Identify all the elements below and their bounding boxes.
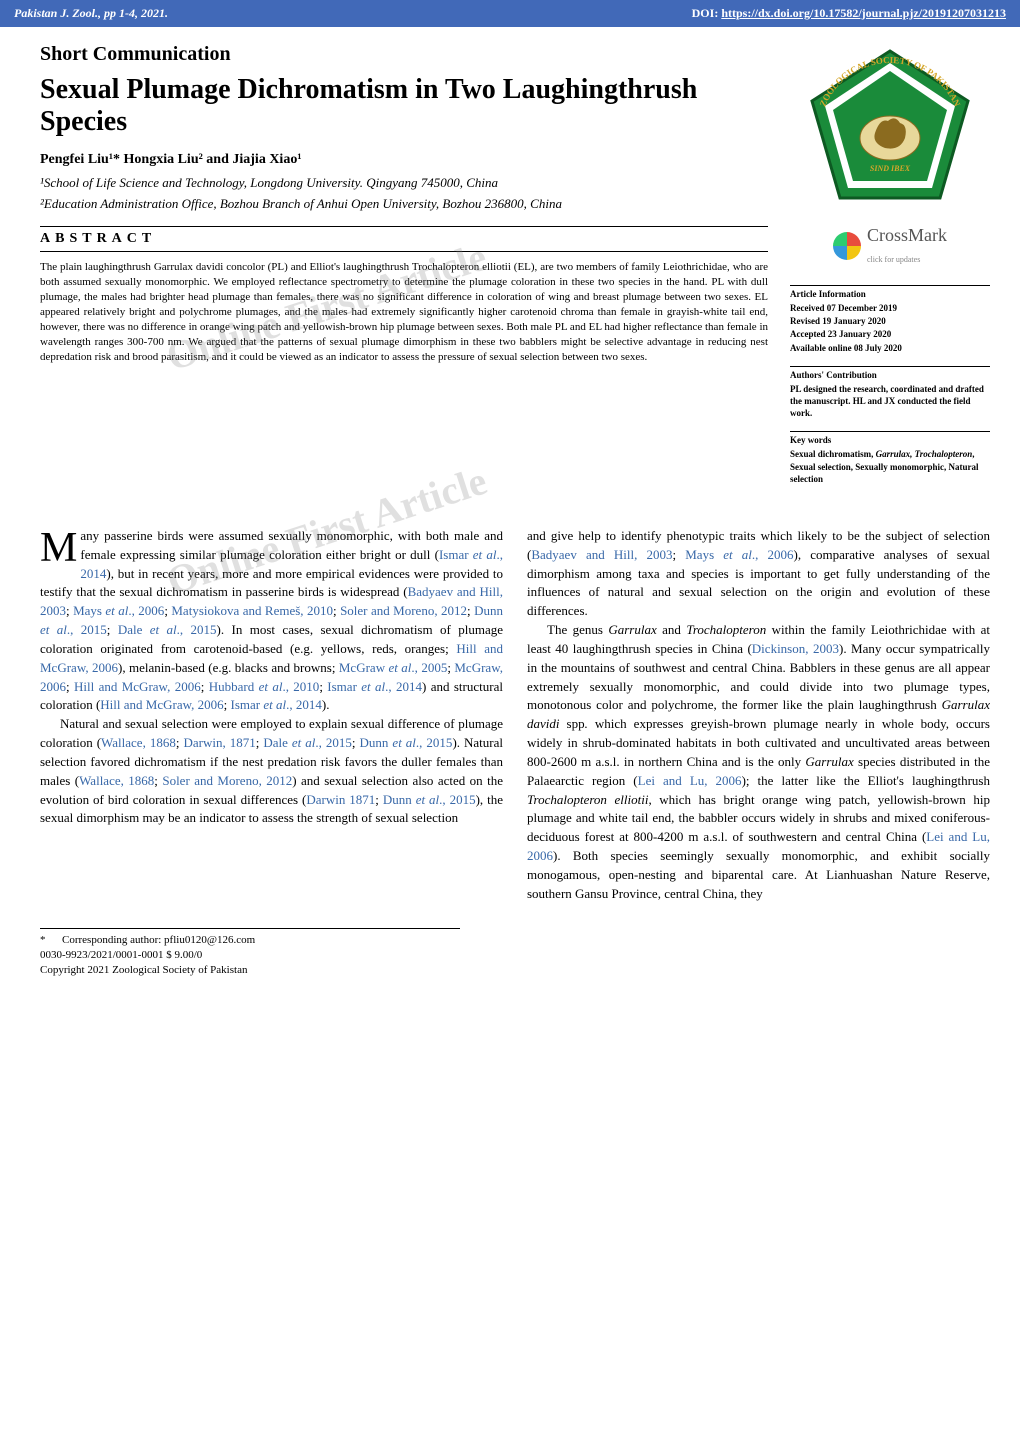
corresponding-author: * Corresponding author: pfliu0120@126.co… [40,933,460,948]
sidebar-column: ZOOLOGICAL SOCIETY OF PAKISTAN SIND IBEX… [790,43,990,497]
authors: Pengfei Liu¹* Hongxia Liu² and Jiajia Xi… [40,152,768,168]
svg-text:SIND IBEX: SIND IBEX [870,164,911,173]
article-title: Sexual Plumage Dichromatism in Two Laugh… [40,74,768,138]
copyright-line: Copyright 2021 Zoological Society of Pak… [40,963,460,978]
dropcap: M [40,527,80,565]
crossmark-sub: click for updates [867,255,920,264]
footer-block: * Corresponding author: pfliu0120@126.co… [0,924,490,991]
body-col-left: Many passerine birds were assumed sexual… [40,527,503,904]
affiliation-2: ²Education Administration Office, Bozhou… [40,195,768,213]
revised-date: Revised 19 January 2020 [790,315,990,327]
article-info-block: Article Information Received 07 December… [790,285,990,354]
article-info-heading: Article Information [790,285,990,300]
received-date: Received 07 December 2019 [790,302,990,314]
doi-label: DOI: [692,6,719,20]
keywords-text: Sexual dichromatism, Garrulax, Trochalop… [790,448,990,484]
article-meta-column: Short Communication Sexual Plumage Dichr… [40,43,768,497]
online-date: Available online 08 July 2020 [790,342,990,354]
crossmark-badge[interactable]: CrossMark click for updates [790,225,990,267]
doi-link[interactable]: https://dx.doi.org/10.17582/journal.pjz/… [721,6,1006,20]
contrib-block: Authors' Contribution PL designed the re… [790,366,990,420]
doi-wrap: DOI: https://dx.doi.org/10.17582/journal… [692,6,1006,21]
contrib-text: PL designed the research, coordinated an… [790,383,990,419]
journal-header-bar: Pakistan J. Zool., pp 1-4, 2021. DOI: ht… [0,0,1020,27]
body-columns: Many passerine birds were assumed sexual… [0,517,1020,924]
body-col-right: and give help to identify phenotypic tra… [527,527,990,904]
journal-citation: Pakistan J. Zool., pp 1-4, 2021. [14,6,168,21]
affiliation-1: ¹School of Life Science and Technology, … [40,174,768,192]
abstract-heading: ABSTRACT [40,226,768,252]
issn-line: 0030-9923/2021/0001-0001 $ 9.00/0 [40,948,460,963]
crossmark-icon [833,232,861,260]
section-label: Short Communication [40,43,768,66]
abstract-text: The plain laughingthrush Garrulax davidi… [40,260,768,364]
accepted-date: Accepted 23 January 2020 [790,328,990,340]
contrib-heading: Authors' Contribution [790,366,990,381]
society-logo: ZOOLOGICAL SOCIETY OF PAKISTAN SIND IBEX [800,43,980,213]
crossmark-label: CrossMark [867,225,947,245]
keywords-block: Key words Sexual dichromatism, Garrulax,… [790,431,990,485]
keywords-heading: Key words [790,431,990,446]
